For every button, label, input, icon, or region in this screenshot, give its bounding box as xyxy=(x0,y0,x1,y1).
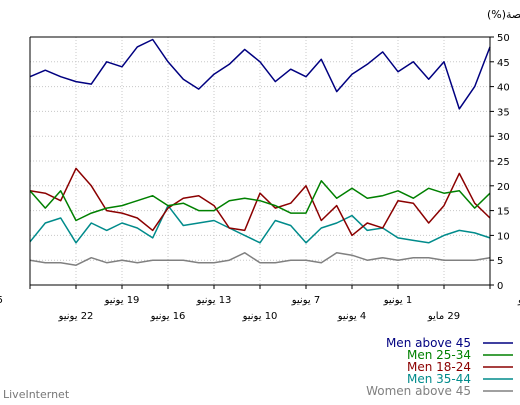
x-tick-label: 4 يونيو xyxy=(337,311,366,322)
y-tick-label: 35 xyxy=(497,107,510,118)
y-tick-label: 15 xyxy=(497,207,510,218)
legend-label: Men 35-44 xyxy=(407,372,471,386)
y-tick-label: 50 xyxy=(497,33,510,44)
legend-label: Men above 45 xyxy=(386,336,471,350)
x-tick-label: 10 يونيو xyxy=(242,311,278,322)
y-axis-title: الحصة(%) xyxy=(487,8,520,21)
x-tick-label: 19 يونيو xyxy=(104,295,140,306)
y-tick-label: 0 xyxy=(497,281,503,292)
y-tick-labels: 0 5 10 15 20 25 30 35 40 45 50 xyxy=(490,33,510,292)
x-tick-label: 25 يونيو xyxy=(0,295,3,306)
y-tick-label: 5 xyxy=(497,256,503,267)
series-layer xyxy=(29,38,491,266)
x-tick-label: 22 يونيو xyxy=(58,311,94,322)
x-tick-labels: 25 يونيو 22 يونيو 19 يونيو 16 يونيو 13 يونيو… xyxy=(0,285,520,322)
y-tick-label: 45 xyxy=(497,58,510,69)
y-tick-label: 40 xyxy=(497,83,510,94)
x-tick-label: 7 يونيو xyxy=(291,295,320,306)
x-tick-label: 16 يونيو xyxy=(150,311,186,322)
x-tick-label: 13 يونيو xyxy=(196,295,232,306)
y-tick-label: 20 xyxy=(497,182,510,193)
series-line-men-above-45 xyxy=(29,38,491,110)
legend-label: Men 18-24 xyxy=(407,360,471,374)
y-tick-label: 25 xyxy=(497,157,510,168)
y-tick-label: 30 xyxy=(497,132,510,143)
x-tick-label: 26 مايو xyxy=(517,295,520,306)
series-line-men-35-44 xyxy=(29,204,491,244)
y-tick-label: 10 xyxy=(497,231,510,242)
series-line-women-above-45 xyxy=(29,252,491,266)
series-line-men-25-34 xyxy=(29,180,491,222)
brand-text: LiveInternet xyxy=(3,388,70,401)
x-tick-label: 29 مايو xyxy=(427,311,460,322)
legend-label: Women above 45 xyxy=(366,384,471,398)
x-tick-label: 1 يونيو xyxy=(383,295,412,306)
series-line-men-18-24 xyxy=(29,167,491,237)
legend-label: Men 25-34 xyxy=(407,348,471,362)
